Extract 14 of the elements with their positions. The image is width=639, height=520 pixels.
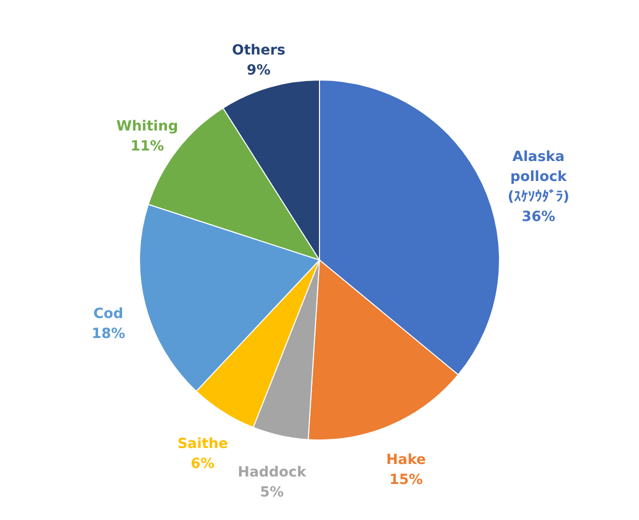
slice-label: Others xyxy=(232,42,286,59)
data-label: 15% xyxy=(389,472,423,488)
slice-label: Saithe xyxy=(177,436,228,452)
data-label: 6% xyxy=(190,456,215,472)
data-label: 18% xyxy=(92,326,126,342)
slice-label: Hake xyxy=(386,452,426,468)
slice-label: Alaska pollock (ｽｹｿｳﾀﾞﾗ) xyxy=(508,148,570,205)
data-label: 5% xyxy=(260,484,284,501)
data-label: 36% xyxy=(522,208,556,225)
slice-label: Cod xyxy=(93,306,124,322)
data-label: 11% xyxy=(130,138,164,154)
data-label: 9% xyxy=(246,62,271,79)
slice-label: Whiting xyxy=(116,118,178,134)
slice-label: Haddock xyxy=(238,464,307,481)
